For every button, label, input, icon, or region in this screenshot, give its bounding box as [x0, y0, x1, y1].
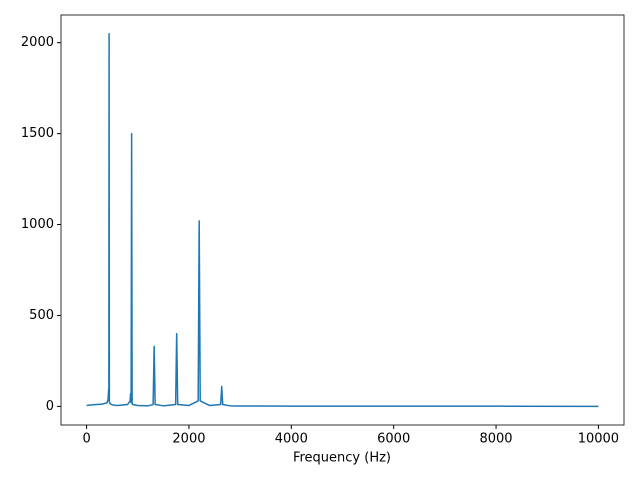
y-tick-label: 2000	[21, 35, 54, 50]
y-tick-label: 1500	[21, 126, 54, 141]
x-axis-label: Frequency (Hz)	[293, 451, 391, 466]
x-tick-label: 4000	[275, 432, 308, 447]
x-tick-label: 0	[82, 432, 90, 447]
x-tick-label: 10000	[578, 432, 619, 447]
x-tick-label: 8000	[479, 432, 512, 447]
x-tick-label: 6000	[377, 432, 410, 447]
x-tick-label: 2000	[172, 432, 205, 447]
y-tick-label: 500	[29, 308, 54, 323]
y-tick-label: 1000	[21, 217, 54, 232]
y-tick-label: 0	[46, 399, 54, 414]
line-series	[86, 32, 599, 408]
plot-frame	[60, 14, 625, 426]
